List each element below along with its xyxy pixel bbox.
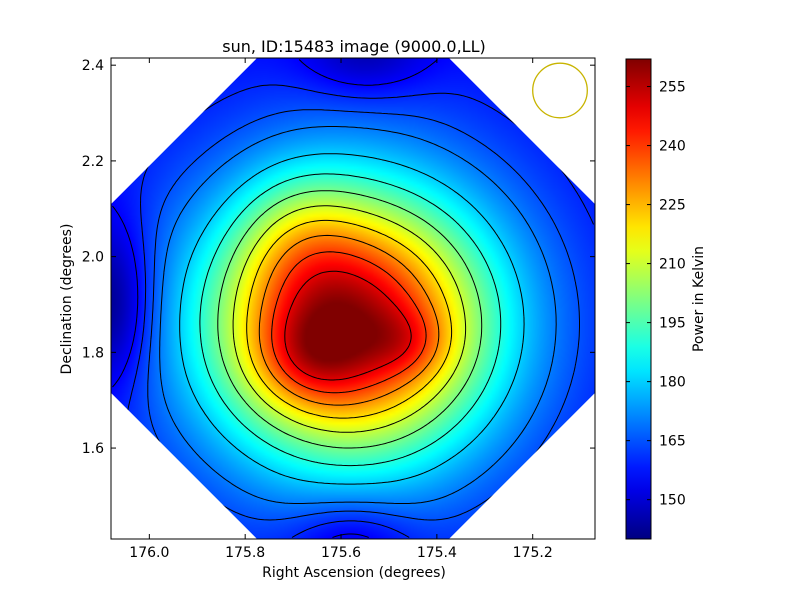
x-tick-label: 176.0 bbox=[129, 545, 169, 561]
contour-line bbox=[284, 270, 412, 381]
contour-line bbox=[271, 251, 427, 394]
contour-line bbox=[258, 234, 440, 406]
colorbar-tick-label: 165 bbox=[659, 434, 686, 450]
colorbar-tick-label: 240 bbox=[659, 139, 686, 155]
contour-line bbox=[217, 190, 483, 449]
contour-line bbox=[246, 219, 453, 419]
colorbar bbox=[625, 58, 652, 540]
contour-line bbox=[159, 126, 557, 504]
x-tick-label: 175.6 bbox=[321, 545, 361, 561]
y-tick-label: 2.2 bbox=[82, 154, 104, 170]
y-tick-label: 1.8 bbox=[82, 345, 104, 361]
contour-line bbox=[232, 205, 467, 433]
chart-title: sun, ID:15483 image (9000.0,LL) bbox=[222, 37, 486, 56]
x-tick-label: 175.8 bbox=[225, 545, 265, 561]
y-tick-label: 2.4 bbox=[82, 58, 104, 74]
colorbar-tick-label: 225 bbox=[659, 198, 686, 214]
colorbar-tick-label: 150 bbox=[659, 493, 686, 509]
beam-marker bbox=[532, 62, 588, 119]
colorbar-tick-label: 180 bbox=[659, 375, 686, 391]
contour-line bbox=[179, 153, 525, 485]
heatmap-image bbox=[111, 58, 595, 539]
colorbar-label: Power in Kelvin bbox=[691, 246, 707, 352]
x-tick-label: 175.2 bbox=[513, 545, 553, 561]
colorbar-tick-label: 195 bbox=[659, 316, 686, 332]
y-tick-label: 2.0 bbox=[82, 250, 104, 266]
colorbar-ticks: 150 165 180 195 210 225 240 255 bbox=[626, 80, 686, 509]
y-tick-label: 1.6 bbox=[82, 441, 104, 457]
x-tick-label: 175.4 bbox=[417, 545, 457, 561]
colorbar-tick-label: 210 bbox=[659, 257, 686, 273]
x-axis-label: Right Ascension (degrees) bbox=[262, 565, 446, 581]
x-axis: 176.0 175.8 175.6 175.4 175.2 bbox=[129, 58, 553, 561]
colorbar-tick-label: 255 bbox=[659, 80, 686, 96]
y-axis: 1.6 1.8 2.0 2.2 2.4 bbox=[82, 58, 595, 457]
plot-area bbox=[111, 58, 595, 539]
axes-frame bbox=[110, 57, 596, 540]
contour-line bbox=[199, 173, 502, 467]
y-axis-label: Declination (degrees) bbox=[59, 224, 75, 375]
contour-lines bbox=[112, 59, 594, 538]
